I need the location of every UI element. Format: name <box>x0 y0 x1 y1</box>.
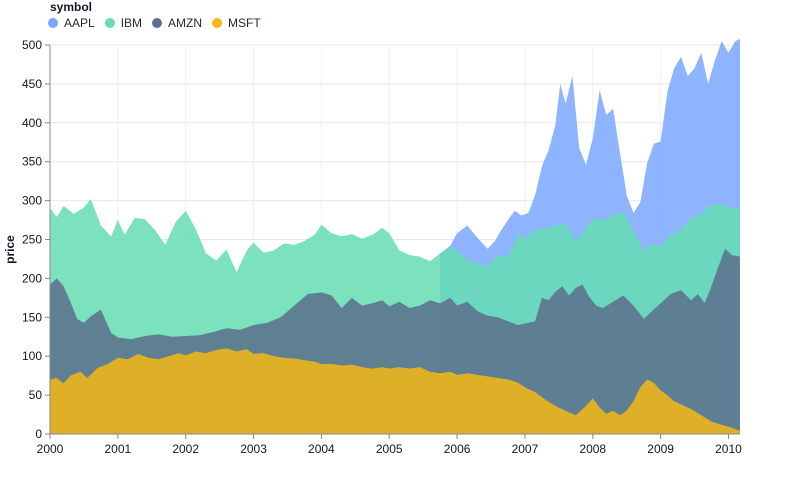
legend-items: AAPL IBM AMZN MSFT <box>48 16 261 30</box>
y-tick: 150 <box>22 310 50 324</box>
x-tick-label: 2010 <box>715 442 742 456</box>
series-areas <box>50 38 740 435</box>
y-tick-label: 0 <box>35 427 42 441</box>
y-tick: 300 <box>22 194 50 208</box>
y-tick-label: 450 <box>22 77 42 91</box>
y-tick-label: 400 <box>22 116 42 130</box>
legend-label-aapl: AAPL <box>64 16 95 30</box>
x-tick: 2008 <box>579 434 606 456</box>
y-tick: 100 <box>22 349 50 363</box>
legend-swatch-ibm <box>104 18 115 28</box>
x-tick-label: 2003 <box>240 442 267 456</box>
y-tick-label: 300 <box>22 194 42 208</box>
x-tick: 2007 <box>512 434 539 456</box>
legend: symbol AAPL IBM AMZN MSFT <box>48 0 288 34</box>
x-axis: 2000 2001 2002 2003 2004 2005 2006 2007 2008 2009… <box>37 433 742 456</box>
x-tick: 2010 <box>715 434 742 456</box>
y-axis-label: price <box>3 235 17 264</box>
legend-swatch-aapl <box>48 18 58 28</box>
x-tick-label: 2008 <box>579 442 606 456</box>
x-tick: 2009 <box>647 434 674 456</box>
y-axis: 0 50 100 150 200 250 300 350 400 450 500 <box>22 38 51 441</box>
legend-swatch-amzn <box>152 18 163 28</box>
y-tick: 500 <box>22 38 50 52</box>
x-tick-label: 2001 <box>104 442 131 456</box>
y-tick-label: 250 <box>22 233 42 247</box>
x-tick-label: 2006 <box>444 442 471 456</box>
y-tick-label: 500 <box>22 38 42 52</box>
legend-item-ibm: IBM <box>104 16 143 30</box>
legend-label-amzn: AMZN <box>168 16 203 30</box>
legend-swatch-msft <box>212 18 223 28</box>
y-tick: 0 <box>35 427 50 441</box>
x-tick: 2001 <box>104 434 132 456</box>
y-tick-label: 350 <box>22 155 42 169</box>
legend-label-msft: MSFT <box>228 16 261 30</box>
x-tick: 2006 <box>444 434 471 456</box>
y-tick: 350 <box>22 155 50 169</box>
legend-item-aapl: AAPL <box>48 16 95 30</box>
y-tick-label: 100 <box>22 349 42 363</box>
y-tick-label: 150 <box>22 310 42 324</box>
y-tick: 450 <box>22 77 50 91</box>
legend-item-msft: MSFT <box>212 16 261 30</box>
x-tick-label: 2004 <box>308 442 335 456</box>
legend-title: symbol <box>50 0 93 14</box>
x-tick-label: 2009 <box>647 442 674 456</box>
x-tick: 2002 <box>172 434 199 456</box>
y-tick: 200 <box>22 271 50 285</box>
y-tick-label: 50 <box>29 388 43 402</box>
x-tick-label: 2007 <box>512 442 539 456</box>
legend-item-amzn: AMZN <box>152 16 202 30</box>
x-tick: 2000 <box>37 434 64 456</box>
y-tick: 250 <box>22 233 50 247</box>
x-tick-label: 2005 <box>376 442 403 456</box>
x-tick: 2005 <box>376 434 403 456</box>
legend-label-ibm: IBM <box>120 16 143 30</box>
x-tick-label: 2002 <box>172 442 199 456</box>
area-msft <box>50 348 740 434</box>
x-tick: 2004 <box>308 434 335 456</box>
y-tick: 50 <box>29 388 50 402</box>
y-tick: 400 <box>22 116 50 130</box>
x-tick: 2003 <box>240 434 267 456</box>
y-tick-label: 200 <box>22 271 42 285</box>
x-tick-label: 2000 <box>37 442 64 456</box>
